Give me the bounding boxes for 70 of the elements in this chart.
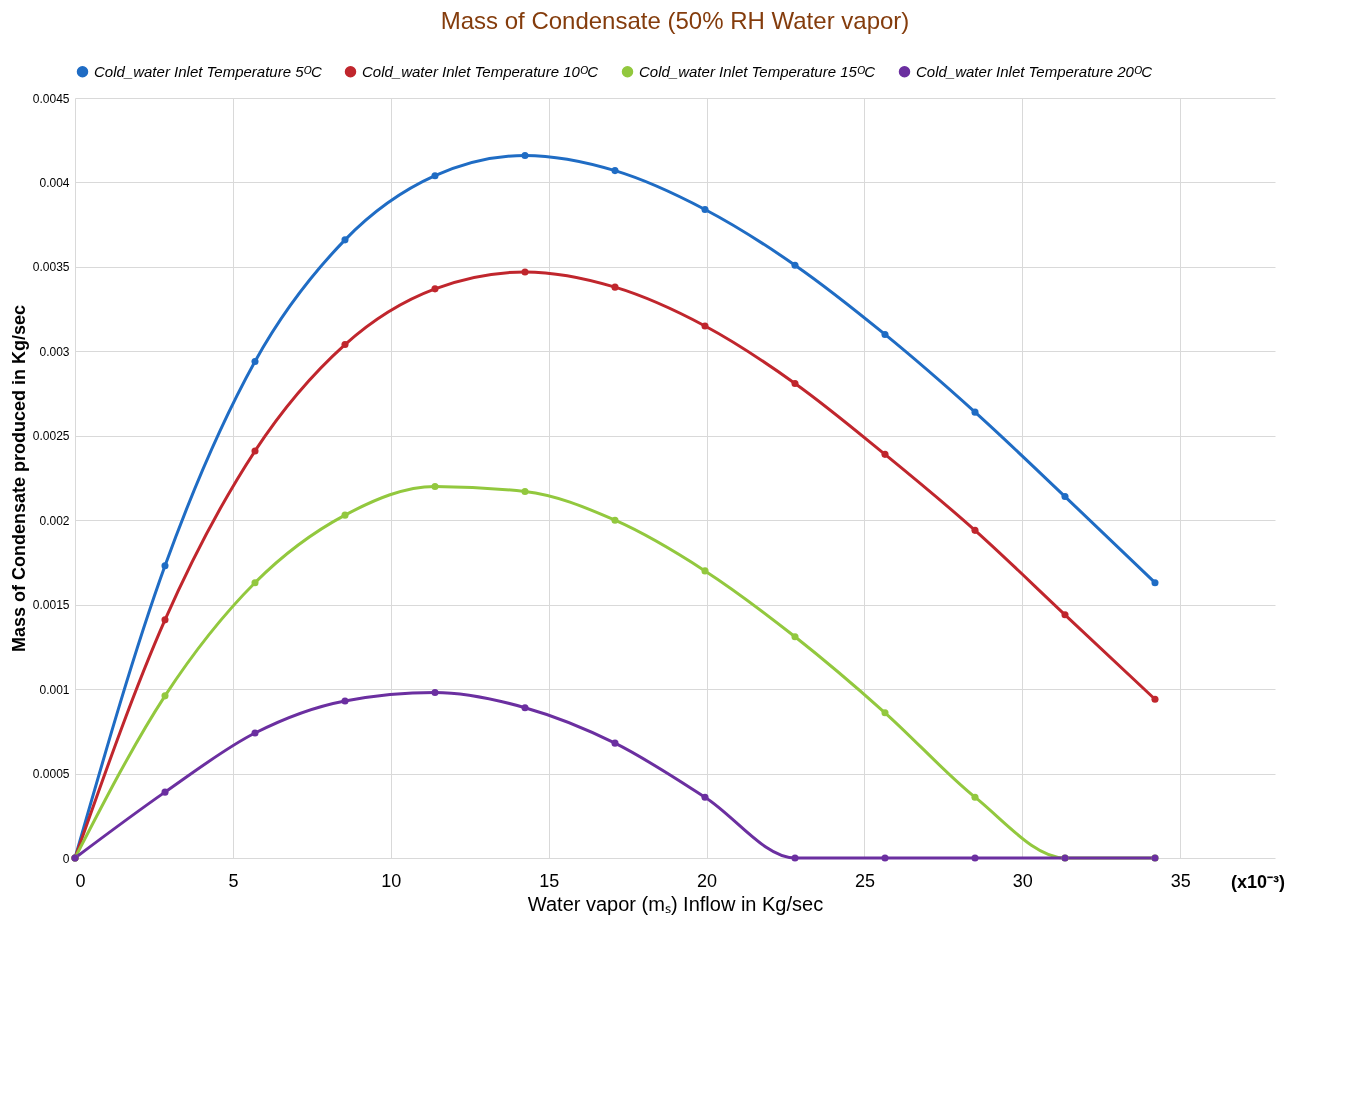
point — [701, 205, 709, 213]
point — [611, 167, 619, 175]
point — [431, 482, 439, 490]
point — [701, 793, 709, 801]
point — [971, 526, 979, 534]
text: (x10⁻³) — [1230, 872, 1285, 892]
y-tick-label: 0.002 — [39, 513, 70, 528]
point — [971, 408, 979, 416]
legend-label: Cold_water Inlet Temperature 10ᴼC — [362, 62, 599, 80]
y-tick-label: 0.0015 — [32, 598, 70, 613]
point — [521, 487, 529, 496]
point — [431, 172, 439, 180]
point — [161, 788, 169, 796]
point — [251, 447, 259, 455]
point — [341, 341, 349, 349]
y-tick-label: 0 — [62, 851, 70, 866]
x-tick-label: 35 — [1170, 870, 1191, 891]
point — [1061, 493, 1069, 501]
point — [521, 704, 529, 712]
x-tick-label: 30 — [1012, 870, 1033, 891]
point — [971, 854, 979, 862]
point — [611, 283, 619, 291]
point — [791, 261, 799, 269]
point — [791, 633, 799, 641]
y-tick-label: 0.003 — [39, 344, 70, 359]
point — [1061, 611, 1069, 619]
y-tick-label: 0.0025 — [32, 429, 70, 444]
x-tick-label: 15 — [539, 870, 560, 891]
x-tick-label: 25 — [854, 870, 875, 891]
point — [161, 562, 169, 570]
y-tick-label: 0.0045 — [32, 91, 70, 106]
point — [701, 322, 709, 330]
legend-label: Cold_water Inlet Temperature 5ᴼC — [94, 62, 323, 80]
y-tick-label: 0.0005 — [32, 767, 70, 782]
point — [161, 692, 169, 700]
x-tick-label: 5 — [228, 870, 239, 891]
y-tick-label: 0.001 — [39, 682, 70, 697]
point — [161, 616, 169, 624]
legend-label: Cold_water Inlet Temperature 15ᴼC — [639, 62, 876, 80]
point — [431, 285, 439, 293]
point — [431, 688, 439, 697]
point — [341, 236, 349, 244]
point — [1151, 695, 1159, 703]
point — [521, 151, 529, 159]
point — [971, 793, 979, 801]
point — [1151, 579, 1159, 587]
point — [791, 854, 799, 862]
point — [341, 697, 349, 705]
y-tick-label: 0.004 — [39, 175, 70, 190]
point — [881, 330, 889, 338]
x-tick-label: 10 — [381, 870, 402, 891]
point — [251, 729, 259, 737]
x-axis-title: Water vapor (mₛ) Inflow in Kg/sec — [527, 892, 824, 915]
point — [521, 268, 529, 276]
x-tick-label: 0 — [75, 870, 86, 891]
point — [251, 357, 259, 365]
x-tick-label: 20 — [697, 870, 718, 891]
y-tick-label: 0.0035 — [32, 260, 70, 275]
point — [881, 450, 889, 458]
point — [791, 379, 799, 387]
point — [881, 854, 889, 862]
chart-title: Mass of Condensate (50% RH Water vapor) — [440, 7, 910, 34]
legend-label: Cold_water Inlet Temperature 20ᴼC — [916, 62, 1153, 80]
point — [251, 579, 259, 587]
point — [341, 511, 349, 519]
y-axis-title: Mass of Condensate produced in Kg/sec — [8, 304, 29, 653]
point — [881, 709, 889, 717]
point — [611, 739, 619, 747]
point — [701, 567, 709, 575]
point — [611, 516, 619, 524]
